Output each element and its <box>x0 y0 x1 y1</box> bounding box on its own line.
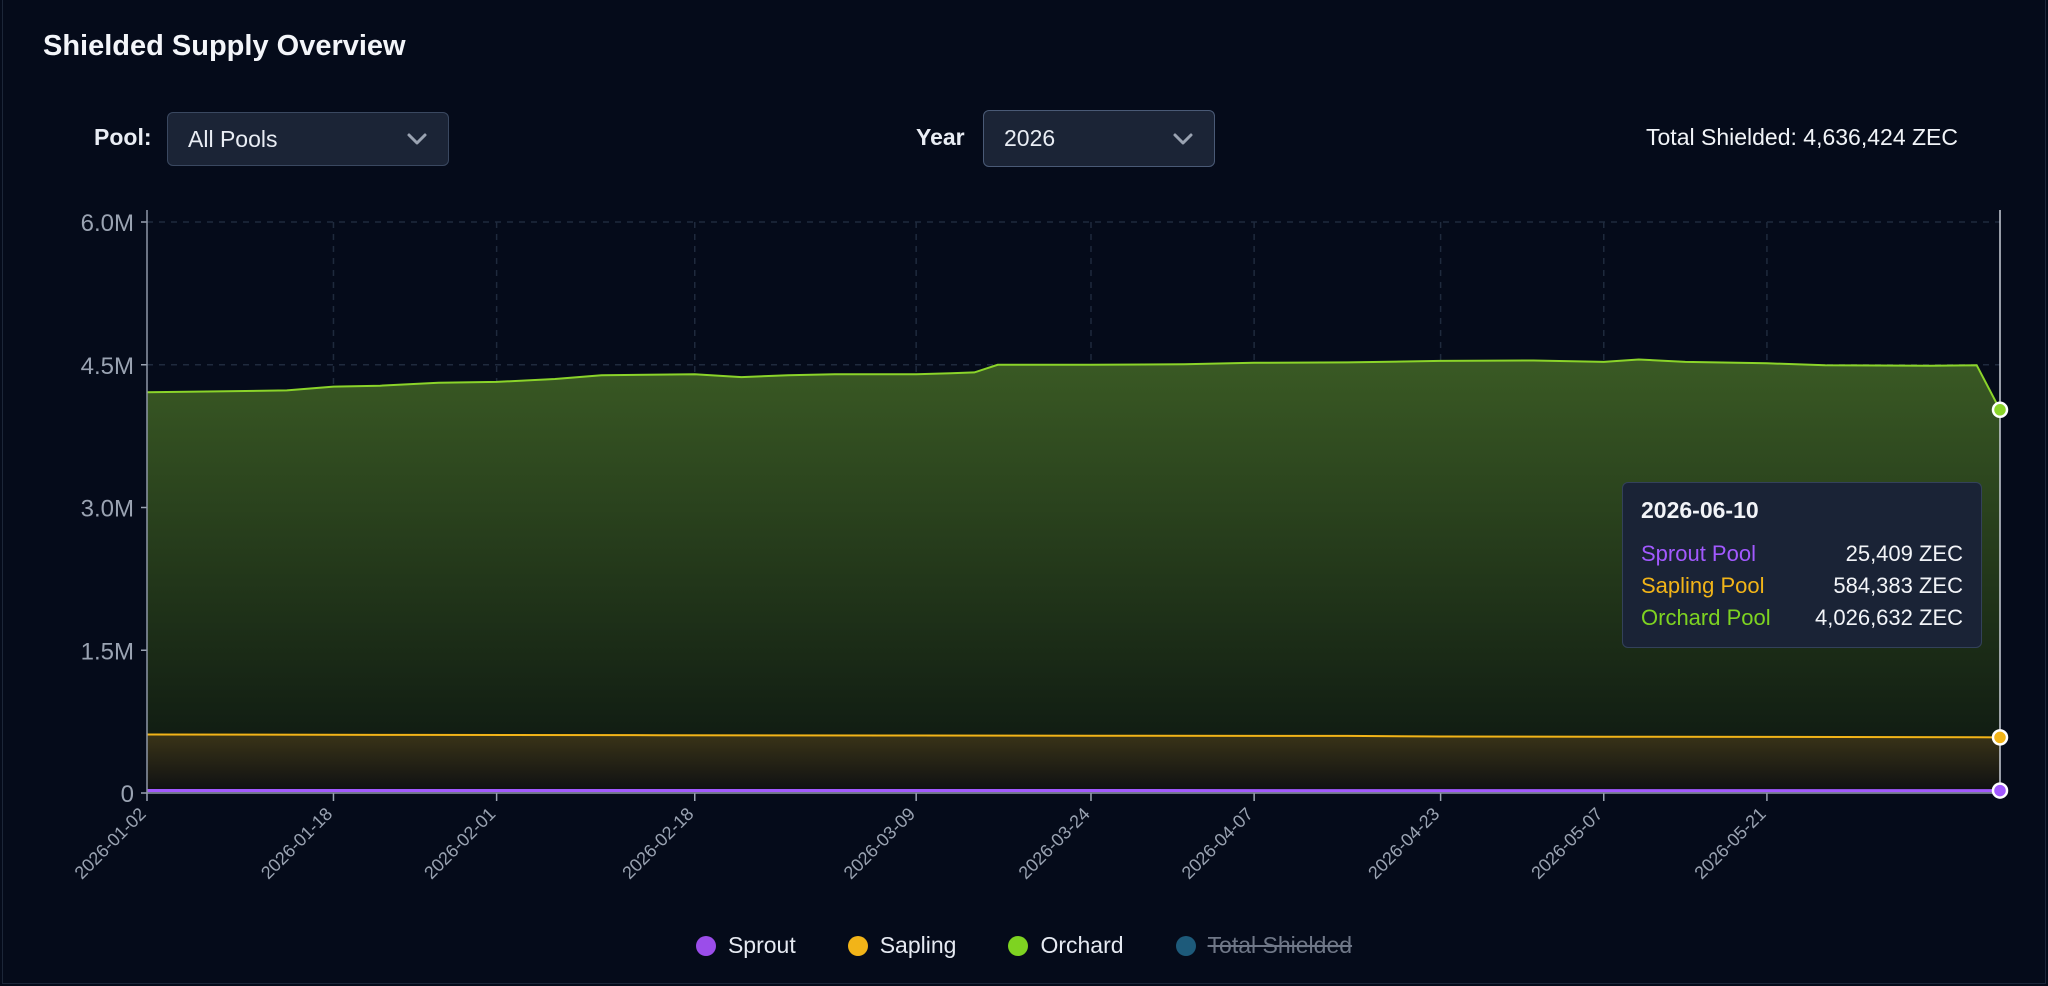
year-select-value: 2026 <box>1004 125 1056 151</box>
x-tick-label: 2026-05-21 <box>1690 804 1769 883</box>
tooltip-row-sapling: Sapling Pool 584,383 ZEC <box>1641 570 1963 602</box>
legend-item-sprout[interactable]: Sprout <box>695 932 796 959</box>
sapling-point <box>1991 729 2009 746</box>
pool-label: Pool: <box>94 124 152 150</box>
pool-select-value: All Pools <box>188 125 278 152</box>
legend-label: Sapling <box>879 932 957 958</box>
legend-dot-icon <box>1175 935 1196 956</box>
chevron-down-icon <box>1173 133 1193 144</box>
tooltip-row-sprout: Sprout Pool 25,409 ZEC <box>1641 538 1963 570</box>
tooltip-row-orchard: Orchard Pool 4,026,632 ZEC <box>1641 602 1963 634</box>
chart-legend: Sprout Sapling Orchard Total Shielded <box>0 932 2048 959</box>
sprout-point <box>1991 782 2009 799</box>
x-tick-label: 2026-05-07 <box>1527 804 1606 883</box>
chart-tooltip: 2026-06-10 Sprout Pool 25,409 ZEC Saplin… <box>1622 482 1982 648</box>
orchard-point <box>1991 401 2009 419</box>
sapling-line <box>146 733 2001 739</box>
tooltip-label: Sapling Pool <box>1641 573 1765 598</box>
tooltip-value: 25,409 ZEC <box>1845 541 1963 566</box>
legend-label: Sprout <box>727 932 796 958</box>
x-tick-label: 2026-04-07 <box>1178 804 1257 883</box>
y-tick-label: 0 <box>121 781 134 808</box>
page-title: Shielded Supply Overview <box>43 30 406 62</box>
x-tick-label: 2026-02-18 <box>618 804 697 883</box>
orchard-line <box>146 358 2001 411</box>
tooltip-value: 584,383 ZEC <box>1833 573 1963 598</box>
legend-dot-icon <box>1008 935 1029 956</box>
year-select[interactable]: 2026 <box>983 110 1215 167</box>
x-tick-label: 2026-02-01 <box>420 804 499 883</box>
legend-item-sapling[interactable]: Sapling <box>847 932 957 959</box>
sapling-area <box>147 734 2000 793</box>
x-tick-label: 2026-01-02 <box>71 804 150 883</box>
orchard-area <box>147 359 2000 793</box>
legend-item-orchard[interactable]: Orchard <box>1008 932 1124 959</box>
tooltip-date: 2026-06-10 <box>1641 497 1759 523</box>
year-label: Year <box>916 124 965 150</box>
total-shielded-readout: Total Shielded: 4,636,424 ZEC <box>1646 124 1958 150</box>
x-tick-label: 2026-04-23 <box>1364 804 1443 883</box>
tooltip-label: Sprout Pool <box>1641 541 1756 566</box>
y-tick-label: 1.5M <box>81 638 134 665</box>
pool-select[interactable]: All Pools <box>167 112 449 166</box>
y-tick-label: 3.0M <box>81 496 134 523</box>
legend-item-total-shielded[interactable]: Total Shielded <box>1175 932 1353 959</box>
x-tick-label: 2026-03-24 <box>1015 804 1094 883</box>
x-tick-label: 2026-01-18 <box>257 804 336 883</box>
y-tick-label: 6.0M <box>81 210 134 237</box>
x-tick-label: 2026-03-09 <box>840 804 919 883</box>
legend-label: Orchard <box>1040 932 1124 958</box>
legend-label: Total Shielded <box>1207 932 1353 958</box>
y-tick-label: 4.5M <box>81 353 134 380</box>
legend-dot-icon <box>695 935 716 956</box>
chevron-down-icon <box>407 133 427 145</box>
legend-dot-icon <box>847 935 868 956</box>
tooltip-value: 4,026,632 ZEC <box>1815 605 1963 630</box>
tooltip-label: Orchard Pool <box>1641 605 1771 630</box>
